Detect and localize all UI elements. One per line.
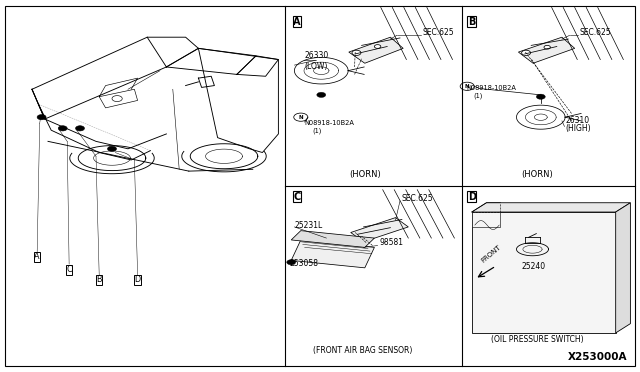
Text: (OIL PRESSURE SWITCH): (OIL PRESSURE SWITCH) <box>492 335 584 344</box>
Circle shape <box>544 45 550 49</box>
Text: X253000A: X253000A <box>568 352 627 362</box>
Text: A: A <box>35 252 40 261</box>
Text: 253058: 253058 <box>289 259 318 268</box>
Text: N08918-10B2A: N08918-10B2A <box>305 121 355 126</box>
Text: SEC.625: SEC.625 <box>579 28 611 37</box>
Text: SEC.625: SEC.625 <box>422 28 454 37</box>
Polygon shape <box>291 231 374 247</box>
Polygon shape <box>472 212 500 227</box>
Text: SEC.625: SEC.625 <box>402 194 433 203</box>
Polygon shape <box>472 212 616 333</box>
Text: (HORN): (HORN) <box>522 170 554 179</box>
Text: B: B <box>97 275 102 284</box>
Polygon shape <box>291 240 374 268</box>
Text: (1): (1) <box>312 128 322 134</box>
Text: (1): (1) <box>474 92 483 99</box>
Text: (LOW): (LOW) <box>305 62 328 71</box>
Circle shape <box>522 50 531 55</box>
Text: 26330: 26330 <box>305 51 329 60</box>
Circle shape <box>352 50 361 55</box>
Text: (HORN): (HORN) <box>349 170 381 179</box>
Text: N: N <box>465 84 470 89</box>
Circle shape <box>317 92 326 97</box>
Circle shape <box>374 45 381 48</box>
Circle shape <box>108 146 116 151</box>
Polygon shape <box>518 37 575 63</box>
Text: C: C <box>67 265 72 274</box>
Text: 98581: 98581 <box>380 238 404 247</box>
Circle shape <box>58 126 67 131</box>
Circle shape <box>76 126 84 131</box>
Text: FRONT: FRONT <box>480 244 502 263</box>
Text: B: B <box>468 17 476 27</box>
Text: 25240: 25240 <box>521 262 545 270</box>
Text: (HIGH): (HIGH) <box>565 124 591 133</box>
Text: N08918-10B2A: N08918-10B2A <box>466 85 516 91</box>
Text: 25231L: 25231L <box>294 221 323 230</box>
Polygon shape <box>616 203 630 333</box>
Text: D: D <box>134 275 141 284</box>
Circle shape <box>37 115 46 120</box>
Circle shape <box>287 260 296 265</box>
Text: N: N <box>298 115 303 120</box>
Text: D: D <box>468 192 476 202</box>
Text: (FRONT AIR BAG SENSOR): (FRONT AIR BAG SENSOR) <box>313 346 413 355</box>
Text: C: C <box>293 192 300 202</box>
Polygon shape <box>472 203 630 212</box>
Polygon shape <box>351 218 408 242</box>
Circle shape <box>536 94 545 99</box>
Text: A: A <box>293 17 301 27</box>
Polygon shape <box>349 37 403 63</box>
Text: 26310: 26310 <box>565 116 589 125</box>
Polygon shape <box>326 236 366 253</box>
